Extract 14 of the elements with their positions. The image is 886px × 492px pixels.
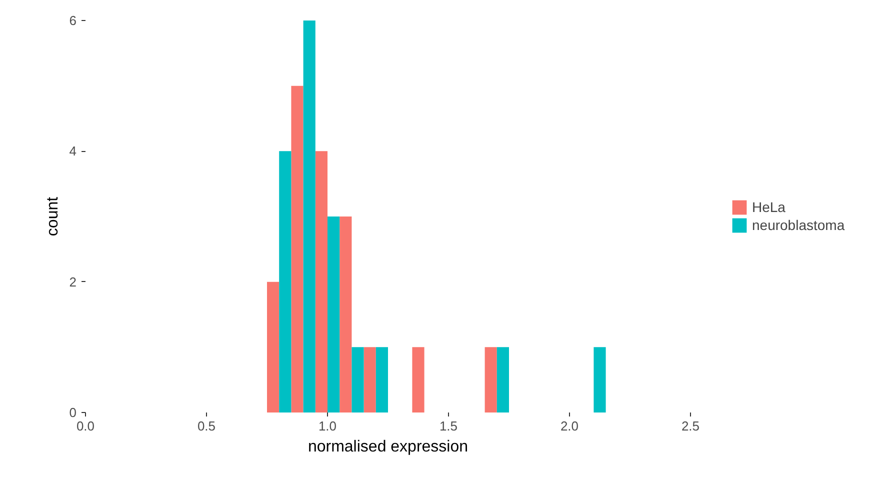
x-tick-label: 0.0 <box>76 418 95 434</box>
y-tick-label: 6 <box>69 13 77 28</box>
x-tick-label: 1.0 <box>318 418 337 434</box>
x-axis-title: normalised expression <box>308 438 468 456</box>
y-tick-label: 0 <box>69 405 77 420</box>
x-tick-label: 0.5 <box>197 418 216 434</box>
y-tick-label: 2 <box>69 274 77 290</box>
y-axis-title: count <box>44 196 62 236</box>
x-tick-label: 2.5 <box>681 418 700 434</box>
legend-label: neuroblastoma <box>752 217 845 233</box>
x-tick-label: 1.5 <box>439 418 458 434</box>
y-tick-label: 4 <box>69 144 77 159</box>
x-tick-label: 2.0 <box>560 418 579 434</box>
legend-label: HeLa <box>752 199 786 215</box>
